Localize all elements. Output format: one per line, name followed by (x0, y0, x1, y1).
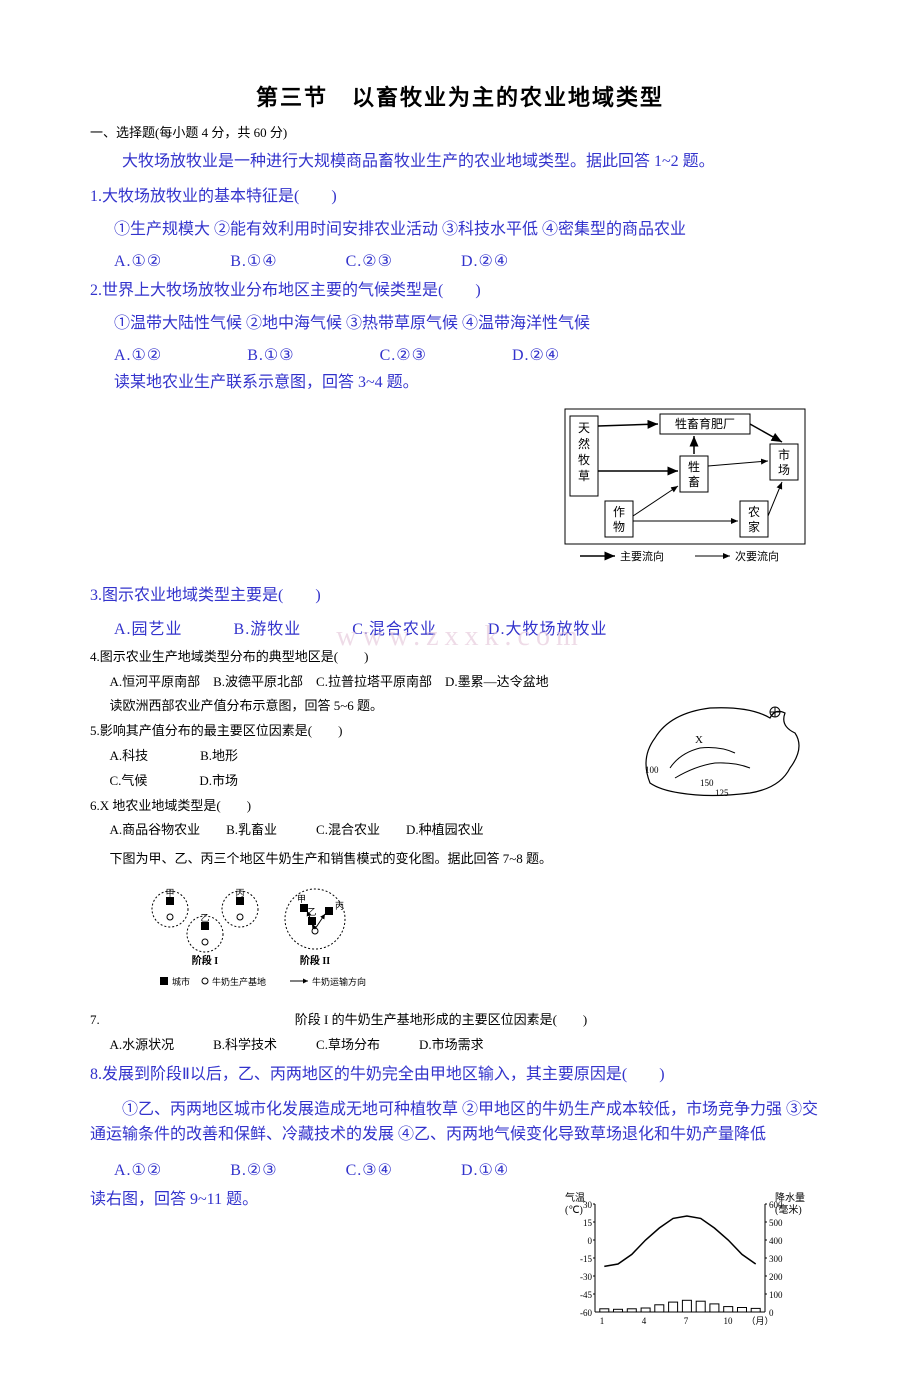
map-100: 100 (645, 765, 659, 775)
node-d-2: 场 (778, 463, 790, 477)
europe-map-diagram: X 100 150 125 (620, 698, 820, 808)
document-title: 第三节 以畜牧业为主的农业地域类型 (90, 80, 830, 112)
d3-leg-dir: 牛奶运输方向 (312, 976, 366, 987)
svg-text:-45: -45 (580, 1290, 592, 1300)
q2-stem: 2.世界上大牧场放牧业分布地区主要的气候类型是( ) (90, 277, 830, 304)
node-c-1: 牲 (688, 460, 700, 474)
svg-text:1: 1 (600, 1316, 605, 1326)
q7-stem: 7. 阶段 I 的牛奶生产基地形成的主要区位因素是( ) (90, 1010, 830, 1031)
svg-text:7: 7 (684, 1316, 689, 1326)
q1-options: A.①② B.①④ C.②③ D.②④ (90, 247, 830, 271)
d3-leg-city: 城市 (172, 976, 190, 987)
d3-jia1: 甲 (165, 888, 174, 898)
d3-leg-base: 牛奶生产基地 (212, 976, 266, 987)
q7-options: A.水源状况 B.科学技术 C.草场分布 D.市场需求 (90, 1035, 830, 1056)
d3-jia2: 甲 (297, 894, 306, 904)
node-a-3: 牧 (578, 453, 590, 467)
q6-options: A.商品谷物农业 B.乳畜业 C.混合农业 D.种植园农业 (90, 820, 830, 841)
d3-stage2: 阶段 II (300, 954, 330, 967)
q8-stem: 8.发展到阶段Ⅱ以后，乙、丙两地区的牛奶完全由甲地区输入，其主要原因是( ) (90, 1061, 830, 1088)
climate-chart: 气温 (℃) 降水量 (毫米) 30 15 0 -15 -30 -45 -60 … (550, 1189, 810, 1334)
legend-main: 主要流向 (620, 549, 664, 563)
cc-left-unit: (℃) (565, 1205, 583, 1216)
agriculture-linkage-diagram: 天 然 牧 草 牲畜育肥厂 牲 畜 市 场 作 物 农 家 主要流向 (560, 406, 820, 571)
svg-text:-30: -30 (580, 1272, 592, 1282)
q1-sub: ①生产规模大 ②能有效利用时间安排农业活动 ③科技水平低 ④密集型的商品农业 (90, 216, 830, 243)
d3-yi1: 乙 (200, 913, 209, 923)
intro-2: 读某地农业生产联系示意图，回答 3~4 题。 (90, 369, 830, 396)
intro-1: 大牧场放牧业是一种进行大规模商品畜牧业生产的农业地域类型。据此回答 1~2 题。 (90, 149, 830, 175)
svg-text:200: 200 (769, 1272, 783, 1282)
page: 第三节 以畜牧业为主的农业地域类型 一、选择题(每小题 4 分，共 60 分) … (0, 0, 920, 1399)
node-c-2: 畜 (688, 474, 700, 489)
svg-text:300: 300 (769, 1254, 783, 1264)
node-a-4: 草 (578, 469, 590, 483)
svg-text:4: 4 (642, 1316, 647, 1326)
svg-text:600: 600 (769, 1200, 783, 1210)
node-d-1: 市 (778, 447, 790, 462)
node-e-2: 物 (613, 520, 625, 534)
map-x-label: X (695, 734, 703, 746)
q8-options: A.①② B.②③ C.③④ D.①④ (90, 1156, 830, 1180)
intro-4: 下图为甲、乙、丙三个地区牛奶生产和销售模式的变化图。据此回答 7~8 题。 (90, 849, 830, 870)
svg-text:0: 0 (588, 1236, 593, 1246)
legend-sub: 次要流向 (735, 549, 779, 563)
svg-text:500: 500 (769, 1218, 783, 1228)
svg-text:15: 15 (583, 1218, 593, 1228)
svg-text:-60: -60 (580, 1308, 592, 1318)
cc-xlabel: （月） (746, 1316, 773, 1326)
milk-production-diagram: 甲 乙 丙 阶段 I 甲 乙 丙 阶段 II 城市 牛奶生产基地 (140, 879, 420, 999)
q3-stem: 3.图示农业地域类型主要是( ) (90, 582, 830, 609)
watermark: www.zxxk.com (90, 621, 830, 653)
svg-text:400: 400 (769, 1236, 783, 1246)
cc-left-top: 气温 (565, 1191, 585, 1204)
svg-text:100: 100 (769, 1290, 783, 1300)
d3-stage1: 阶段 I (192, 954, 218, 967)
node-e-1: 作 (613, 505, 625, 519)
q1-stem: 1.大牧场放牧业的基本特征是( ) (90, 183, 830, 210)
section-header: 一、选择题(每小题 4 分，共 60 分) (90, 122, 830, 141)
map-150: 150 (700, 778, 714, 788)
svg-text:30: 30 (583, 1200, 593, 1210)
q8-sub: ①乙、丙两地区城市化发展造成无地可种植牧草 ②甲地区的牛奶生产成本较低，市场竞争… (90, 1097, 830, 1148)
d3-bing2: 丙 (335, 901, 344, 911)
svg-text:10: 10 (724, 1316, 734, 1326)
node-a-2: 然 (578, 436, 590, 451)
node-f-2: 家 (748, 519, 760, 534)
node-f-1: 农 (748, 505, 760, 519)
node-b: 牲畜育肥厂 (675, 416, 735, 431)
q2-sub: ①温带大陆性气候 ②地中海气候 ③热带草原气候 ④温带海洋性气候 (90, 310, 830, 337)
map-125: 125 (715, 788, 729, 798)
q2-options: A.①② B.①③ C.②③ D.②④ (90, 341, 830, 365)
node-a-1: 天 (578, 421, 590, 435)
q4-options: A.恒河平原南部 B.波德平原北部 C.拉普拉塔平原南部 D.墨累—达令盆地 (90, 672, 830, 693)
svg-text:-15: -15 (580, 1254, 592, 1264)
d3-bing1: 丙 (235, 888, 244, 898)
